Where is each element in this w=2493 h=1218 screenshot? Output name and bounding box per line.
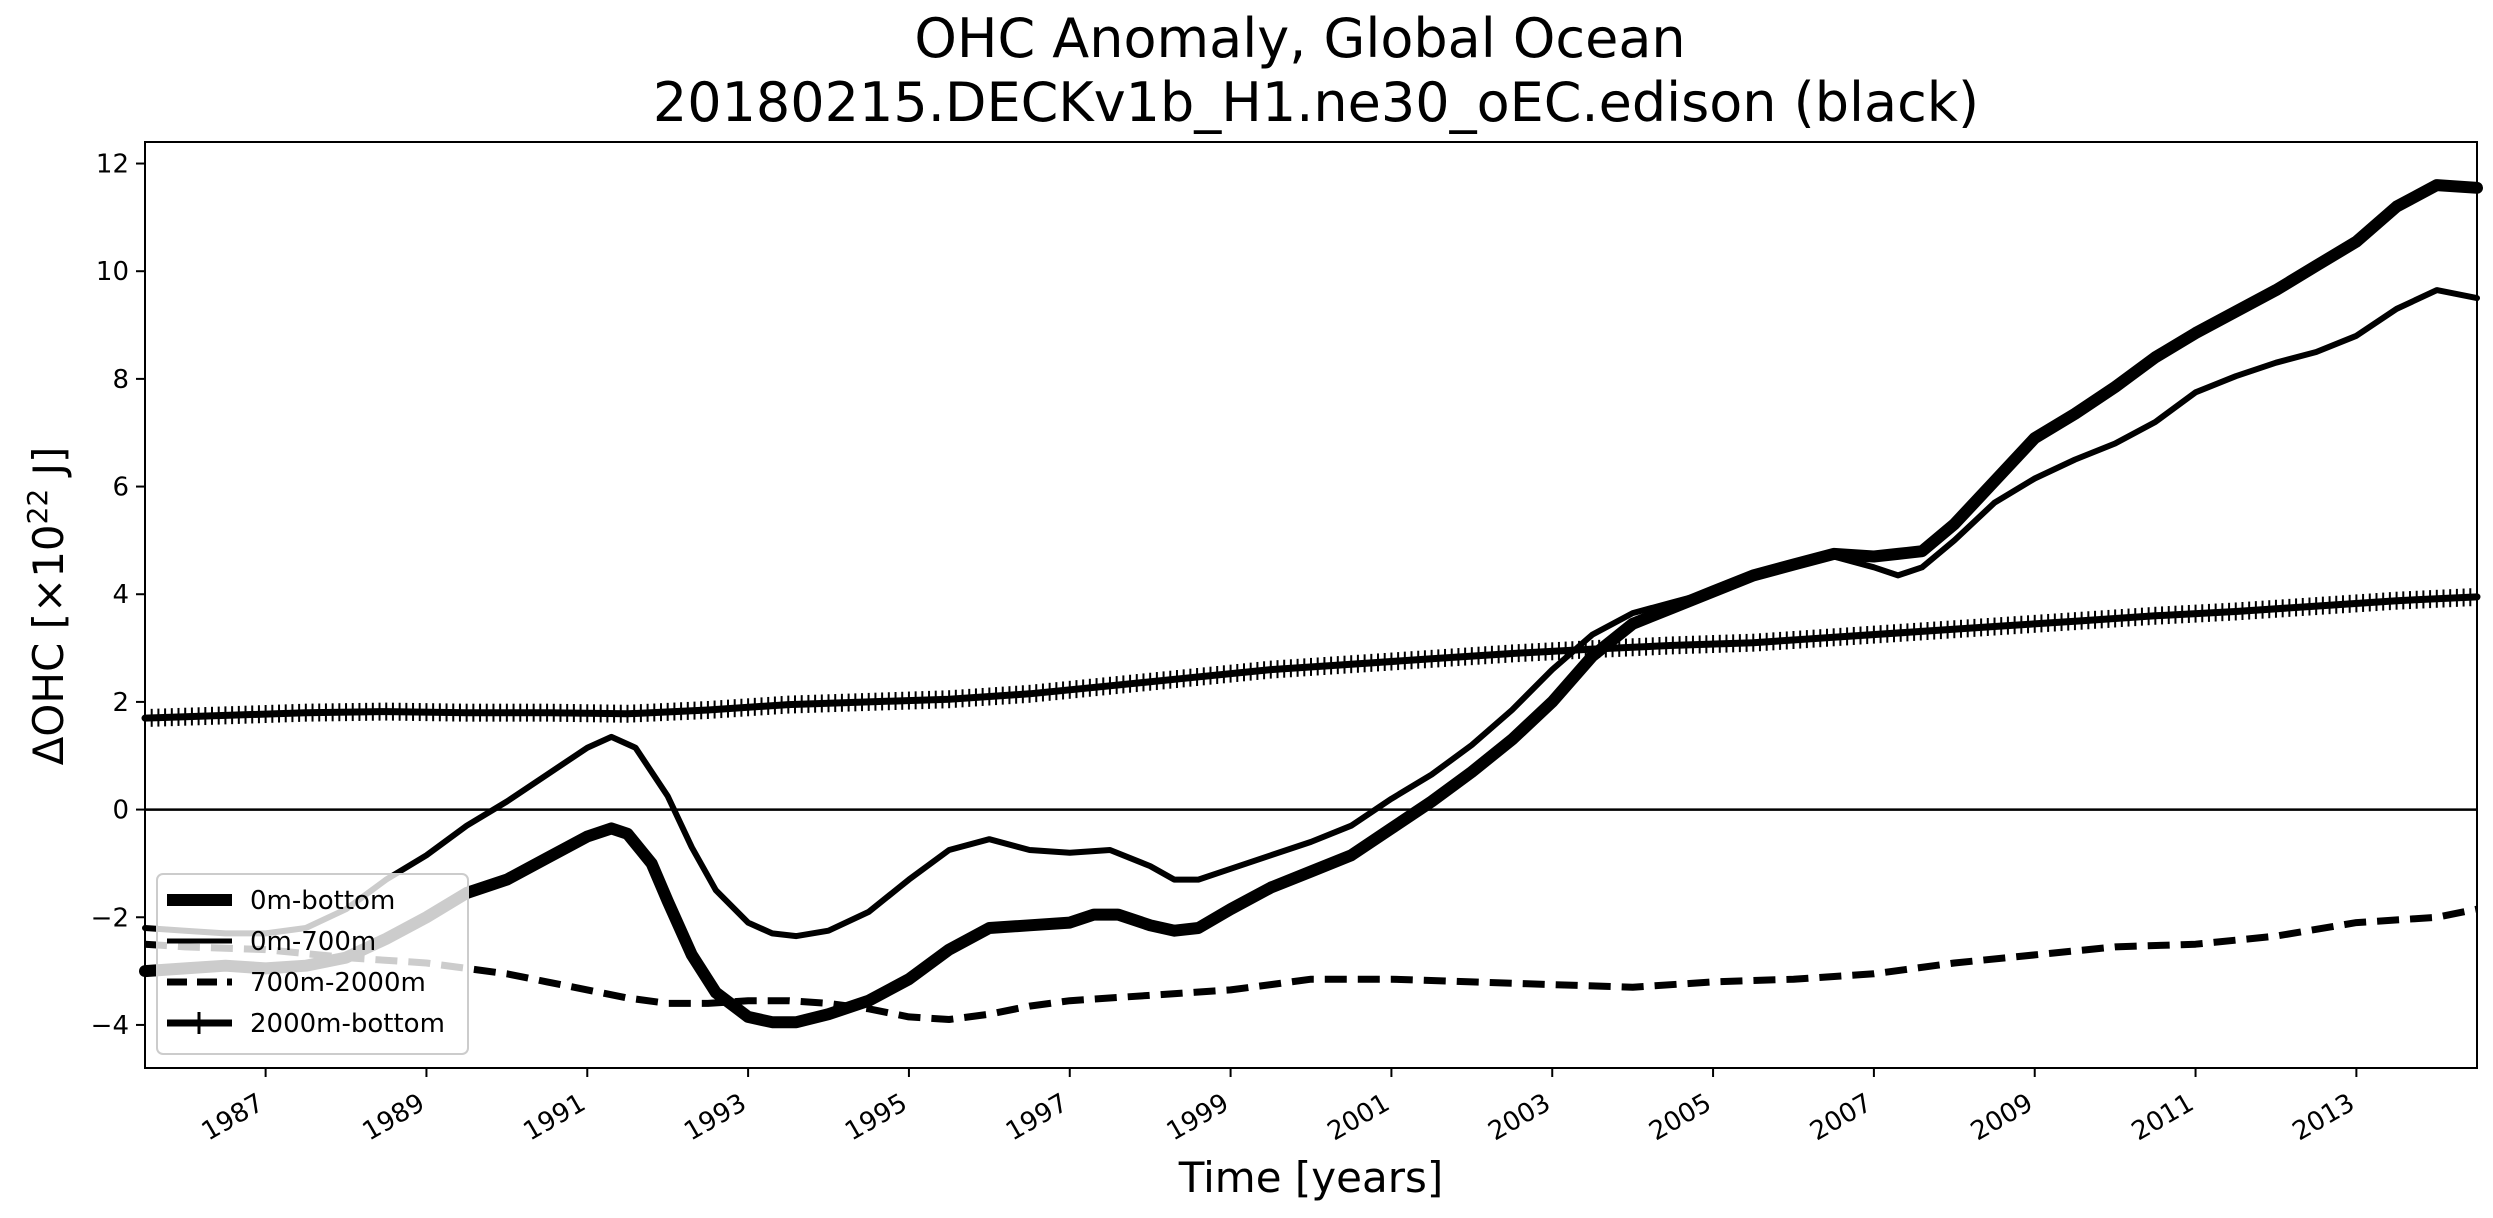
- x-tick-label: 1995: [840, 1088, 912, 1147]
- legend-label-0m-700m: 0m-700m: [250, 927, 376, 957]
- series-markers-2000m-bottom: [144, 587, 2478, 728]
- x-tick-label: 1987: [197, 1088, 269, 1147]
- x-tick-label: 2013: [2288, 1088, 2360, 1147]
- plot-frame: [144, 141, 2478, 1069]
- legend: 0m-bottom 0m-700m 700m-2000m 2000m-botto…: [156, 873, 469, 1055]
- y-tick-label: 4: [112, 580, 129, 610]
- x-axis-label: Time [years]: [1178, 1153, 1444, 1202]
- series-layer: [139, 179, 2483, 1029]
- y-tick-label: 10: [96, 257, 129, 287]
- x-tick-label: 1989: [358, 1088, 430, 1147]
- x-tick-label: 1993: [679, 1088, 751, 1147]
- y-tick-label: −2: [91, 903, 129, 933]
- series-line-700m-2000m: [144, 905, 2478, 1023]
- x-tick-label: 2005: [1644, 1088, 1716, 1147]
- legend-label-700m-2000m: 700m-2000m: [250, 968, 426, 998]
- x-axis: 1987 1989 1991 1993 1995 1997 1999 2001 2003 2005…: [197, 1068, 2360, 1147]
- y-axis-label: ΔOHC [×1022 J]: [21, 447, 73, 766]
- y-tick-label: −4: [91, 1011, 129, 1041]
- y-tick-label: 2: [112, 688, 129, 718]
- y-axis: −4 −2 0 2 4 6 8 10 12: [91, 150, 145, 1041]
- y-tick-label: 12: [96, 150, 129, 180]
- x-tick-label: 2011: [2127, 1088, 2199, 1147]
- x-tick-label: 1999: [1162, 1088, 1234, 1147]
- legend-frame: [156, 873, 469, 1055]
- x-tick-label: 2009: [1966, 1088, 2038, 1147]
- x-tick-label: 2001: [1323, 1088, 1395, 1147]
- chart-title-line2: 20180215.DECKv1b_H1.ne30_oEC.edison (bla…: [653, 71, 1979, 134]
- plot-area: [145, 142, 2477, 1068]
- series-line-0m-bottom: [139, 179, 2483, 1029]
- chart-title-line1: OHC Anomaly, Global Ocean: [914, 7, 1685, 70]
- x-tick-label: 2003: [1483, 1088, 1555, 1147]
- series-line-0m-700m: [142, 287, 2480, 940]
- y-tick-label: 6: [112, 473, 129, 503]
- y-tick-label: 8: [112, 365, 129, 395]
- legend-label-2000m-bottom: 2000m-bottom: [250, 1009, 445, 1039]
- x-tick-label: 1991: [518, 1088, 590, 1147]
- legend-label-0m-bottom: 0m-bottom: [250, 886, 395, 916]
- x-tick-label: 2007: [1805, 1088, 1877, 1147]
- x-tick-label: 1997: [1001, 1088, 1073, 1147]
- y-tick-label: 0: [112, 796, 129, 826]
